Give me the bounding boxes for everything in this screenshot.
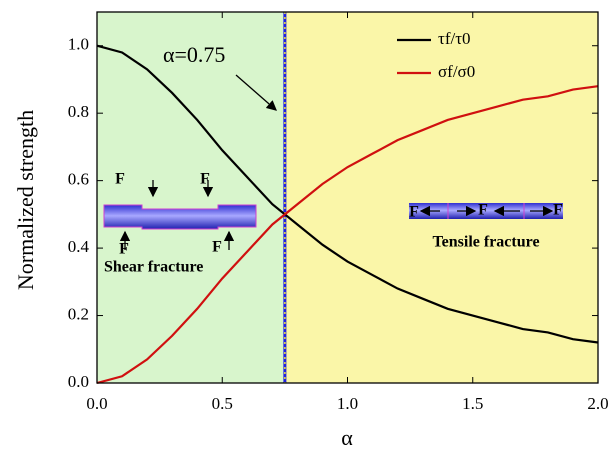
force-label: F: [409, 204, 419, 221]
x-tick-label: 0.5: [212, 394, 233, 413]
force-label: F: [553, 202, 563, 219]
x-tick-label: 2.0: [587, 394, 608, 413]
force-label: F: [200, 171, 210, 188]
series-line: [96, 85, 599, 385]
force-label: F: [119, 241, 129, 258]
x-tick-label: 1.5: [462, 394, 483, 413]
y-tick-label: 0.6: [68, 170, 89, 189]
inset-label: Shear fracture: [104, 259, 203, 276]
y-tick-label: 0.0: [68, 372, 89, 391]
inset-label: Tensile fracture: [432, 234, 539, 251]
legend-label: τf/τ0: [438, 29, 471, 48]
y-tick-label: 1.0: [68, 35, 89, 54]
annotation: α=0.75: [163, 42, 225, 67]
y-tick-label: 0.8: [68, 102, 89, 121]
force-label: F: [478, 202, 488, 219]
y-axis-label: Normalized strength: [13, 110, 38, 290]
annotation-arrow: [235, 74, 277, 111]
shear-bar: [103, 204, 257, 230]
y-tick-label: 0.2: [68, 304, 89, 323]
x-tick-label: 1.0: [337, 394, 358, 413]
x-axis-label: α: [341, 425, 353, 450]
force-label: F: [212, 239, 222, 256]
region: [284, 12, 598, 383]
x-tick-label: 0.0: [86, 394, 107, 413]
plot-frame: [96, 11, 599, 384]
region: [97, 12, 285, 383]
series-line: [96, 44, 599, 344]
y-tick-label: 0.4: [68, 237, 90, 256]
legend-label: σf/σ0: [438, 62, 475, 81]
force-label: F: [115, 171, 125, 188]
